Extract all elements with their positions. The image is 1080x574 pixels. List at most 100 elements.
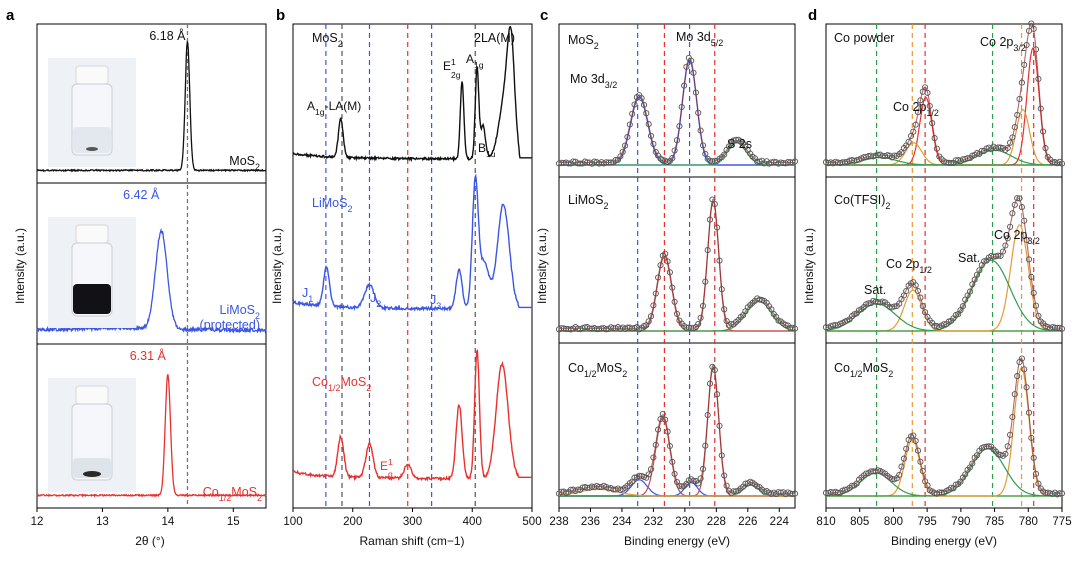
xps2-data-point [645,121,652,128]
xps2-data-point [716,257,723,264]
xps3-data-point [874,298,881,306]
xps3-data-point [971,276,978,283]
xps2-data-point [721,151,728,158]
raman-xtick-label: 100 [283,516,302,528]
xps2-data-point [664,258,671,265]
vial-liquid [73,127,111,153]
xps3-data-point [1009,210,1016,217]
xps3-data-point [903,445,910,452]
xps3-data-point [914,447,922,454]
xps2-data-point [699,302,707,309]
xps2-data-point [560,325,567,332]
xrd-y-axis-title: Intensity (a.u.) [13,228,27,304]
xps2-data-point [669,155,676,162]
xps2-data-point [555,160,563,167]
xps3-xtick-label: 805 [850,516,869,528]
xps3-xtick-label: 785 [985,516,1004,528]
xps2-data-point [671,298,678,305]
xps2-data-point [768,306,775,313]
vial-cap [75,224,109,244]
xps2-data-point [692,89,699,96]
xrd-xtick-label: 15 [227,516,240,528]
xps2-data-point [669,458,676,465]
xps3-data-point [976,267,983,274]
xps3-data-point [865,300,872,307]
xps3-data-point [981,258,988,265]
xps2-data-point [718,286,725,293]
xps2-data-point [574,160,581,167]
xps3-data-point [912,437,919,444]
xps2-data-point [662,416,669,423]
xps2-data-point [647,313,655,320]
xps2-data-point [711,200,718,208]
xps2-data-point [784,158,791,166]
xps2-data-point [702,278,709,285]
xrd-xtick-label: 13 [96,516,109,528]
raman-annotation-j1: J1 [302,286,313,304]
xps3-component-0-0 [826,96,1062,166]
xps2-data-point [775,489,782,496]
xps2-data-point [688,57,695,64]
xps2-data-point [643,110,650,117]
xps3-data-point [1002,242,1009,249]
raman-series-2 [292,348,532,482]
xps3-data-point [1002,450,1009,457]
panel-c-xps-mo: 238 236 234 232 230 228 226 224 Binding energy (… [535,23,799,548]
xps3-component-0-5 [826,149,1062,166]
xps3-component-2-3 [826,448,1062,497]
raman-annotation-j3: J3 [430,293,441,311]
xps3-data-point [962,471,969,478]
xps2-data-point [709,196,716,203]
xrd-series-label-2: Co1/2MoS2 [203,485,262,503]
xps2-data-point [563,325,570,332]
xps3-data-point [922,309,929,316]
xrd-x-axis-title: 2θ (°) [135,534,164,548]
xps3-data-point [1023,41,1030,49]
xps3-data-point [1032,470,1040,477]
xps3-data-point [1030,289,1037,297]
xps2-xtick-label: 226 [738,516,757,528]
xps3-data-point [1014,111,1021,118]
xps3-data-point [945,159,952,166]
raman-annotation-a1g-la: A1g-LA(M) [307,99,361,117]
xps2-data-point [586,325,593,332]
xps3-data-point [834,159,841,166]
xps3-data-point [1035,75,1042,82]
xps3-data-point [933,145,940,152]
raman-series-label-2: Co1/2MoS2 [312,375,371,393]
xps3-data-point [999,248,1007,255]
xps3-data-point [969,152,976,159]
xrd-series-label-0: MoS2 [229,154,260,172]
xps2-data-point [709,158,716,165]
xps3-data-point [1032,46,1040,53]
xps3-component-1-3 [826,259,1062,332]
xps2-data-point [711,366,718,374]
xps3-data-point [1028,434,1035,441]
xps3-data-point [978,147,985,154]
xps2-data-point [645,471,652,478]
xps2-data-point [593,325,600,333]
xps-mo-series-label-1: LiMoS2 [568,193,608,211]
xps2-data-point [791,325,799,332]
xps2-data-point [657,262,664,269]
xps2-data-point [695,109,702,116]
xps3-data-point [919,467,926,475]
xps2-data-point [640,101,648,108]
raman-xtick-label: 500 [522,516,541,528]
xps3-data-point [952,481,959,488]
xps2-data-point [732,488,740,495]
xps3-data-point [983,443,990,450]
raman-series-0 [292,25,532,163]
xps3-data-point [1018,204,1025,211]
xps2-data-point [695,480,702,487]
xps3-data-point [1035,312,1042,319]
xps2-data-point [624,133,631,141]
xps3-xtick-label: 795 [918,516,937,528]
xps3-data-point [905,138,912,145]
raman-annotation-e12g: E1 [443,57,456,73]
xps3-data-point [1011,201,1018,208]
panel-letter-d: d [808,7,817,24]
xps3-data-point [886,303,893,310]
xps2-data-point [768,159,775,166]
xps2-data-point [664,428,671,435]
